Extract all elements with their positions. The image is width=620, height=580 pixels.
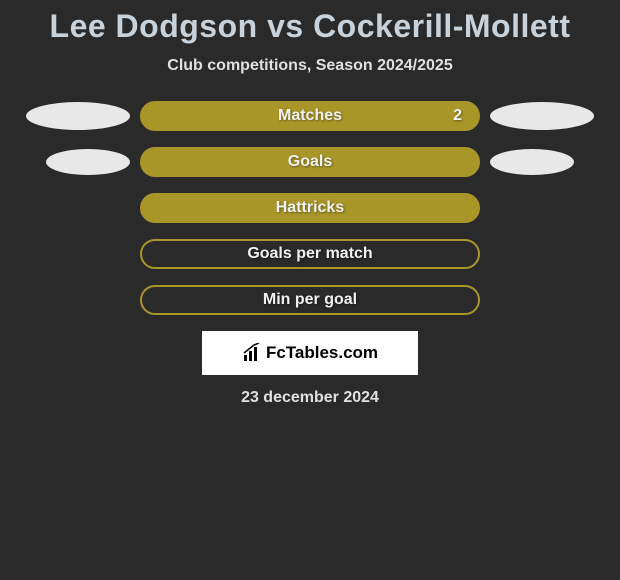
stat-rows: Matches 2 Goals Hattricks Goals per matc… <box>0 101 620 315</box>
comparison-infographic: Lee Dodgson vs Cockerill-Mollett Club co… <box>0 0 620 407</box>
stat-row-goals-per-match: Goals per match <box>0 239 620 269</box>
stat-label: Hattricks <box>142 199 478 217</box>
stat-row-min-per-goal: Min per goal <box>0 285 620 315</box>
subtitle: Club competitions, Season 2024/2025 <box>0 57 620 75</box>
stat-label: Min per goal <box>142 291 478 309</box>
stat-value: 2 <box>453 107 462 125</box>
stat-bar: Matches 2 <box>140 101 480 131</box>
stat-label: Goals per match <box>142 245 478 263</box>
branding-box: FcTables.com <box>202 331 418 375</box>
page-title: Lee Dodgson vs Cockerill-Mollett <box>0 8 620 45</box>
stat-bar: Hattricks <box>140 193 480 223</box>
player1-name: Lee Dodgson <box>50 8 258 44</box>
branding-content: FcTables.com <box>242 343 378 363</box>
stat-label: Matches <box>142 107 478 125</box>
chart-icon <box>242 343 262 363</box>
date-text: 23 december 2024 <box>0 389 620 407</box>
stat-label: Goals <box>142 153 478 171</box>
stat-row-goals: Goals <box>0 147 620 177</box>
left-value-ellipse <box>26 102 130 130</box>
right-value-ellipse <box>490 149 574 175</box>
branding-text: FcTables.com <box>266 343 378 363</box>
left-value-ellipse <box>46 149 130 175</box>
right-value-ellipse <box>490 102 594 130</box>
stat-row-matches: Matches 2 <box>0 101 620 131</box>
stat-bar: Goals <box>140 147 480 177</box>
player2-name: Cockerill-Mollett <box>313 8 570 44</box>
stat-bar: Goals per match <box>140 239 480 269</box>
vs-separator: vs <box>267 8 304 44</box>
stat-bar: Min per goal <box>140 285 480 315</box>
stat-row-hattricks: Hattricks <box>0 193 620 223</box>
